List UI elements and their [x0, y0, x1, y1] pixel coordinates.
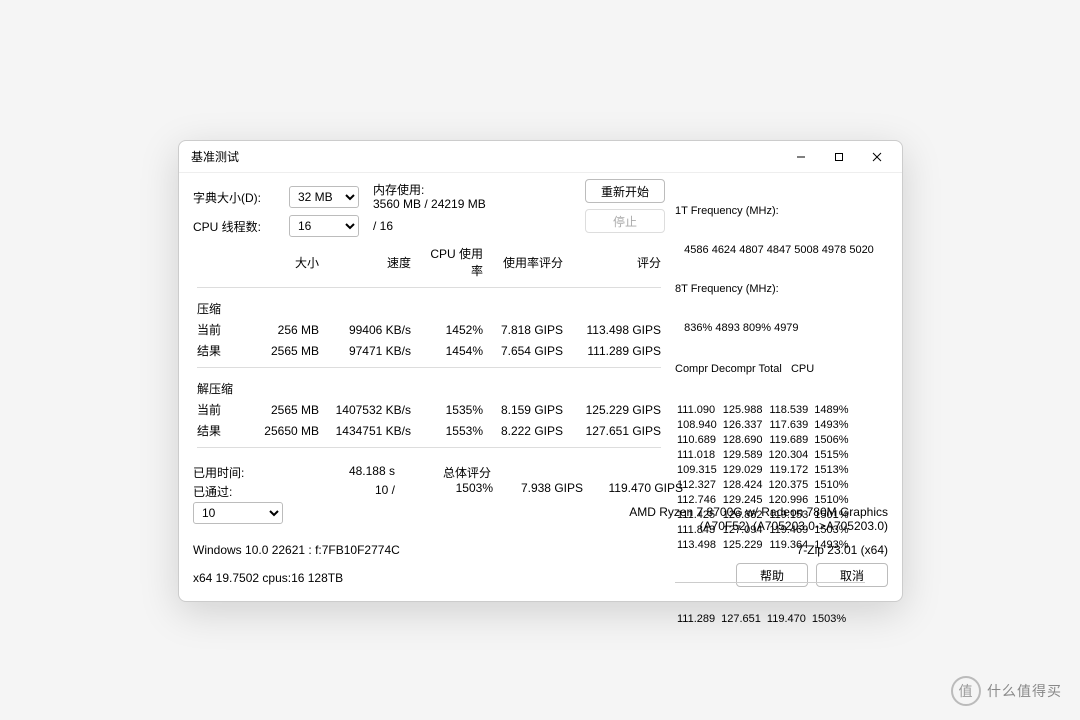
results-table: 大小 速度 CPU 使用率 使用率评分 评分 压缩 当前 256 MB 9940… — [193, 243, 665, 454]
window-title: 基准测试 — [191, 148, 782, 165]
window-body: 重新开始 停止 1T Frequency (MHz): 4586 4624 48… — [179, 173, 902, 601]
watermark-text: 什么值得买 — [987, 681, 1062, 701]
decompress-label: 解压缩 — [193, 374, 665, 399]
freq-summary: 111.289127.651119.4701503% — [675, 611, 852, 628]
minimize-button[interactable] — [782, 143, 820, 171]
dict-size-select[interactable]: 32 MB — [289, 186, 359, 208]
maximize-button[interactable] — [820, 143, 858, 171]
compress-label: 压缩 — [193, 294, 665, 319]
threads-select[interactable]: 16 — [289, 215, 359, 237]
col-cpu: CPU 使用率 — [415, 243, 487, 281]
dict-size-label: 字典大小(D): — [193, 189, 289, 206]
action-buttons: 重新开始 停止 — [585, 179, 665, 239]
freq-table: 111.090125.988118.5391489%108.940126.337… — [675, 402, 855, 554]
freq-1t-values: 4586 4624 4807 4847 5008 4978 5020 — [675, 244, 874, 257]
freq-col-header: Compr Decompr Total CPU — [675, 363, 874, 376]
col-rating-usage: 使用率评分 — [487, 243, 567, 281]
decompress-result-row: 结果 25650 MB 1434751 KB/s 1553% 8.222 GIP… — [193, 420, 665, 441]
titlebar: 基准测试 — [179, 141, 902, 173]
stop-button: 停止 — [585, 209, 665, 233]
freq-8t-values: 836% 4893 809% 4979 — [675, 322, 874, 335]
decompress-current-row: 当前 2565 MB 1407532 KB/s 1535% 8.159 GIPS… — [193, 399, 665, 420]
compress-current-row: 当前 256 MB 99406 KB/s 1452% 7.818 GIPS 11… — [193, 319, 665, 340]
freq-divider — [675, 582, 865, 583]
watermark-badge-icon: 值 — [951, 676, 981, 706]
passes-select[interactable]: 10 — [193, 502, 283, 524]
threads-suffix: / 16 — [373, 219, 393, 233]
compress-result-row: 结果 2565 MB 97471 KB/s 1454% 7.654 GIPS 1… — [193, 340, 665, 361]
restart-button[interactable]: 重新开始 — [585, 179, 665, 203]
freq-1t-header: 1T Frequency (MHz): — [675, 205, 874, 218]
threads-label: CPU 线程数: — [193, 218, 289, 235]
elapsed-value: 48.188 s — [253, 464, 403, 481]
benchmark-window: 基准测试 重新开始 停止 1T Frequency (MHz): 4586 46… — [178, 140, 903, 602]
close-button[interactable] — [858, 143, 896, 171]
memory-label: 内存使用: — [373, 183, 486, 197]
passes-label: 已通过: — [193, 483, 253, 500]
results-header: 大小 速度 CPU 使用率 使用率评分 评分 — [193, 243, 665, 281]
frequency-panel: 1T Frequency (MHz): 4586 4624 4807 4847 … — [675, 179, 874, 654]
col-size: 大小 — [253, 243, 323, 281]
col-speed: 速度 — [323, 243, 415, 281]
watermark: 值 什么值得买 — [951, 676, 1062, 706]
system-line: x64 19.7502 cpus:16 128TB — [193, 571, 736, 585]
status-block: 已用时间: 48.188 s 已通过: 10 / 10 — [193, 464, 403, 533]
elapsed-label: 已用时间: — [193, 464, 253, 481]
memory-value: 3560 MB / 24219 MB — [373, 197, 486, 211]
passes-value: 10 / — [253, 483, 403, 500]
col-rating: 评分 — [567, 243, 665, 281]
freq-8t-header: 8T Frequency (MHz): — [675, 283, 874, 296]
memory-info: 内存使用: 3560 MB / 24219 MB — [373, 183, 486, 211]
